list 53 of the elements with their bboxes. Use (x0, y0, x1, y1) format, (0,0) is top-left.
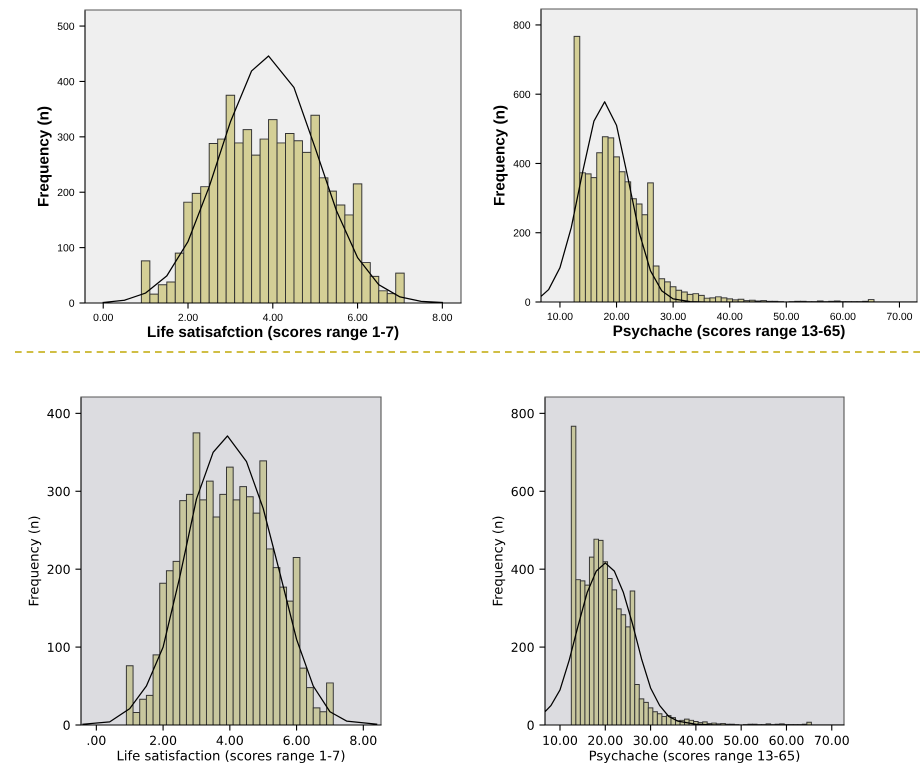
x-tick-label: 0.00 (94, 314, 113, 322)
y-tick-label: 800 (512, 408, 534, 418)
x-tick-label: 40.00 (678, 736, 713, 746)
x-axis-title: Life satisfaction (scores range 1-7) (118, 750, 344, 764)
y-tick-label: 100 (48, 642, 70, 652)
y-tick-label: 400 (57, 78, 74, 86)
x-tick-label: 6.00 (284, 736, 310, 746)
y-tick-label: 300 (58, 133, 74, 141)
y-tick-label: 0 (63, 720, 70, 730)
x-tick-label: 4.00 (216, 736, 243, 746)
x-tick-label: 10.00 (548, 312, 573, 320)
y-tick-label: 200 (514, 229, 530, 237)
x-tick-label: 20.00 (604, 312, 630, 320)
y-tick-label: 400 (513, 160, 530, 168)
y-axis-title: Frequency (n) (492, 516, 506, 606)
x-tick-label: 30.00 (634, 736, 668, 746)
x-tick-label: 20.00 (588, 736, 622, 746)
x-tick-label: 6.00 (348, 314, 368, 322)
y-axis-title: Frequency (n) (493, 106, 508, 205)
y-tick-label: 800 (514, 21, 530, 29)
y-tick-label: 300 (48, 486, 70, 496)
x-tick-label: 30.00 (660, 312, 686, 320)
x-tick-label: 50.00 (724, 736, 758, 746)
y-tick-label: 400 (511, 564, 534, 574)
x-axis-title: Psychache (scores range 13-65) (590, 750, 800, 764)
y-tick-label: 600 (512, 486, 534, 496)
x-tick-label: 50.00 (774, 312, 799, 320)
x-tick-label: 10.00 (543, 736, 578, 746)
y-tick-label: 200 (48, 564, 70, 574)
x-tick-label: 60.00 (830, 312, 856, 320)
x-tick-label: 8.00 (432, 314, 452, 322)
x-tick-label: 70.00 (886, 312, 912, 320)
x-tick-label: 2.00 (178, 314, 198, 322)
x-axis-title: Psychache (scores range 13-65) (614, 324, 845, 340)
y-tick-label: 500 (58, 22, 74, 30)
y-tick-label: 600 (514, 90, 530, 98)
x-axis-title: Life satisafction (scores range 1-7) (148, 326, 398, 340)
y-tick-label: 200 (58, 188, 74, 196)
y-tick-label: 0 (525, 298, 530, 306)
x-tick-label: 70.00 (814, 736, 849, 746)
y-tick-label: 0 (69, 300, 74, 307)
x-tick-label: 4.00 (262, 314, 283, 322)
x-tick-label: .00 (88, 736, 106, 746)
x-tick-label: 2.00 (150, 736, 176, 746)
x-tick-label: 8.00 (350, 736, 376, 746)
y-tick-label: 200 (512, 642, 534, 652)
y-tick-label: 0 (527, 720, 534, 730)
y-tick-label: 400 (47, 408, 70, 418)
y-axis-title: Frequency (n) (37, 106, 52, 206)
x-tick-label: 60.00 (769, 736, 804, 746)
y-tick-label: 100 (58, 244, 74, 252)
x-tick-label: 40.00 (716, 312, 742, 320)
y-axis-title: Frequency (n) (28, 516, 42, 606)
